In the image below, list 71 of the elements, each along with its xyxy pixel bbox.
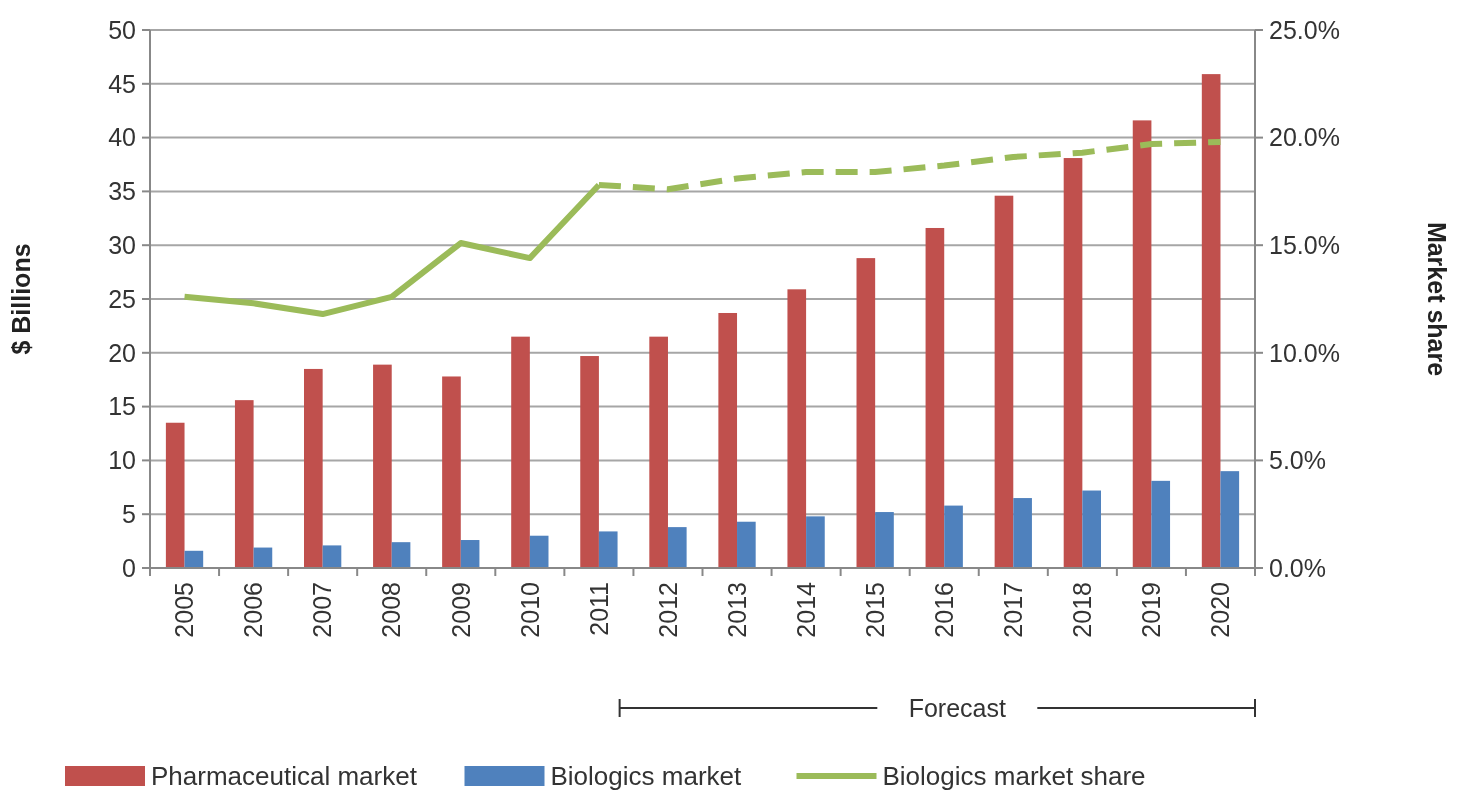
bar xyxy=(875,512,894,568)
legend-label: Biologics market xyxy=(550,761,743,792)
bar xyxy=(1082,490,1101,568)
bar xyxy=(253,547,273,568)
x-tick-label: 2009 xyxy=(446,582,475,638)
y2-tick-label: 0.0% xyxy=(1269,553,1326,582)
x-tick-label: 2008 xyxy=(377,582,406,638)
x-tick-label: 2006 xyxy=(239,582,268,638)
bar xyxy=(184,550,204,568)
y-tick-label: 40 xyxy=(108,123,136,152)
bar xyxy=(1220,471,1240,568)
bar xyxy=(667,527,687,568)
y-tick-label: 5 xyxy=(122,499,136,528)
bar xyxy=(511,336,530,568)
bar xyxy=(373,364,392,568)
x-tick-label: 2011 xyxy=(584,582,613,636)
x-tick-label: 2017 xyxy=(999,582,1028,638)
bar xyxy=(806,516,825,568)
x-tick-label: 2012 xyxy=(653,582,682,638)
x-tick-label: 2014 xyxy=(791,581,820,638)
y2-axis-title: Market share xyxy=(1423,221,1451,377)
y2-tick-label: 5.0% xyxy=(1269,446,1326,475)
bar xyxy=(1201,74,1221,568)
y-axis-title: $ Billions xyxy=(7,243,35,355)
x-tick-label: 2013 xyxy=(722,582,751,638)
y2-tick-label: 10.0% xyxy=(1269,338,1340,367)
bar xyxy=(442,376,461,568)
y-tick-label: 15 xyxy=(108,392,136,421)
y2-tick-label: 15.0% xyxy=(1269,230,1340,259)
y2-tick-label: 20.0% xyxy=(1269,123,1340,152)
bar xyxy=(529,535,549,568)
x-tick-label: 2016 xyxy=(929,582,958,638)
bar xyxy=(737,521,756,568)
bar xyxy=(1013,498,1032,568)
bar xyxy=(718,312,738,568)
bar xyxy=(1063,158,1083,568)
x-tick-label: 2019 xyxy=(1137,582,1166,638)
x-tick-label: 2018 xyxy=(1068,582,1097,638)
bar xyxy=(165,422,185,568)
y-tick-label: 0 xyxy=(122,553,136,582)
bar xyxy=(649,336,668,568)
y-tick-label: 30 xyxy=(108,230,136,259)
y-tick-label: 25 xyxy=(108,284,136,313)
bar xyxy=(1132,120,1152,568)
bar xyxy=(234,400,254,568)
bar xyxy=(598,531,618,568)
bar xyxy=(391,542,411,568)
x-tick-label: 2005 xyxy=(170,582,199,638)
bar xyxy=(304,368,323,568)
bar xyxy=(1151,480,1171,568)
y-tick-label: 45 xyxy=(108,69,136,98)
legend-label: Pharmaceutical market xyxy=(151,761,418,792)
x-tick-label: 2007 xyxy=(308,582,337,638)
text: Forecast xyxy=(908,693,1006,722)
bar xyxy=(787,289,807,568)
bar xyxy=(460,540,480,568)
x-tick-label: 2010 xyxy=(515,582,544,638)
y-tick-label: 10 xyxy=(108,446,136,475)
bar xyxy=(994,195,1014,568)
y-tick-label: 20 xyxy=(108,338,136,367)
bar xyxy=(580,356,599,568)
legend-label: Biologics market share xyxy=(882,761,1146,792)
bar xyxy=(856,258,876,568)
y-tick-label: 35 xyxy=(108,177,136,206)
x-tick-label: 2020 xyxy=(1206,582,1235,638)
y-tick-label: 50 xyxy=(108,15,136,44)
bar xyxy=(925,227,945,568)
x-tick-label: 2015 xyxy=(860,582,889,638)
bar xyxy=(944,505,963,568)
y2-tick-label: 25.0% xyxy=(1269,15,1340,44)
bar xyxy=(322,545,342,568)
